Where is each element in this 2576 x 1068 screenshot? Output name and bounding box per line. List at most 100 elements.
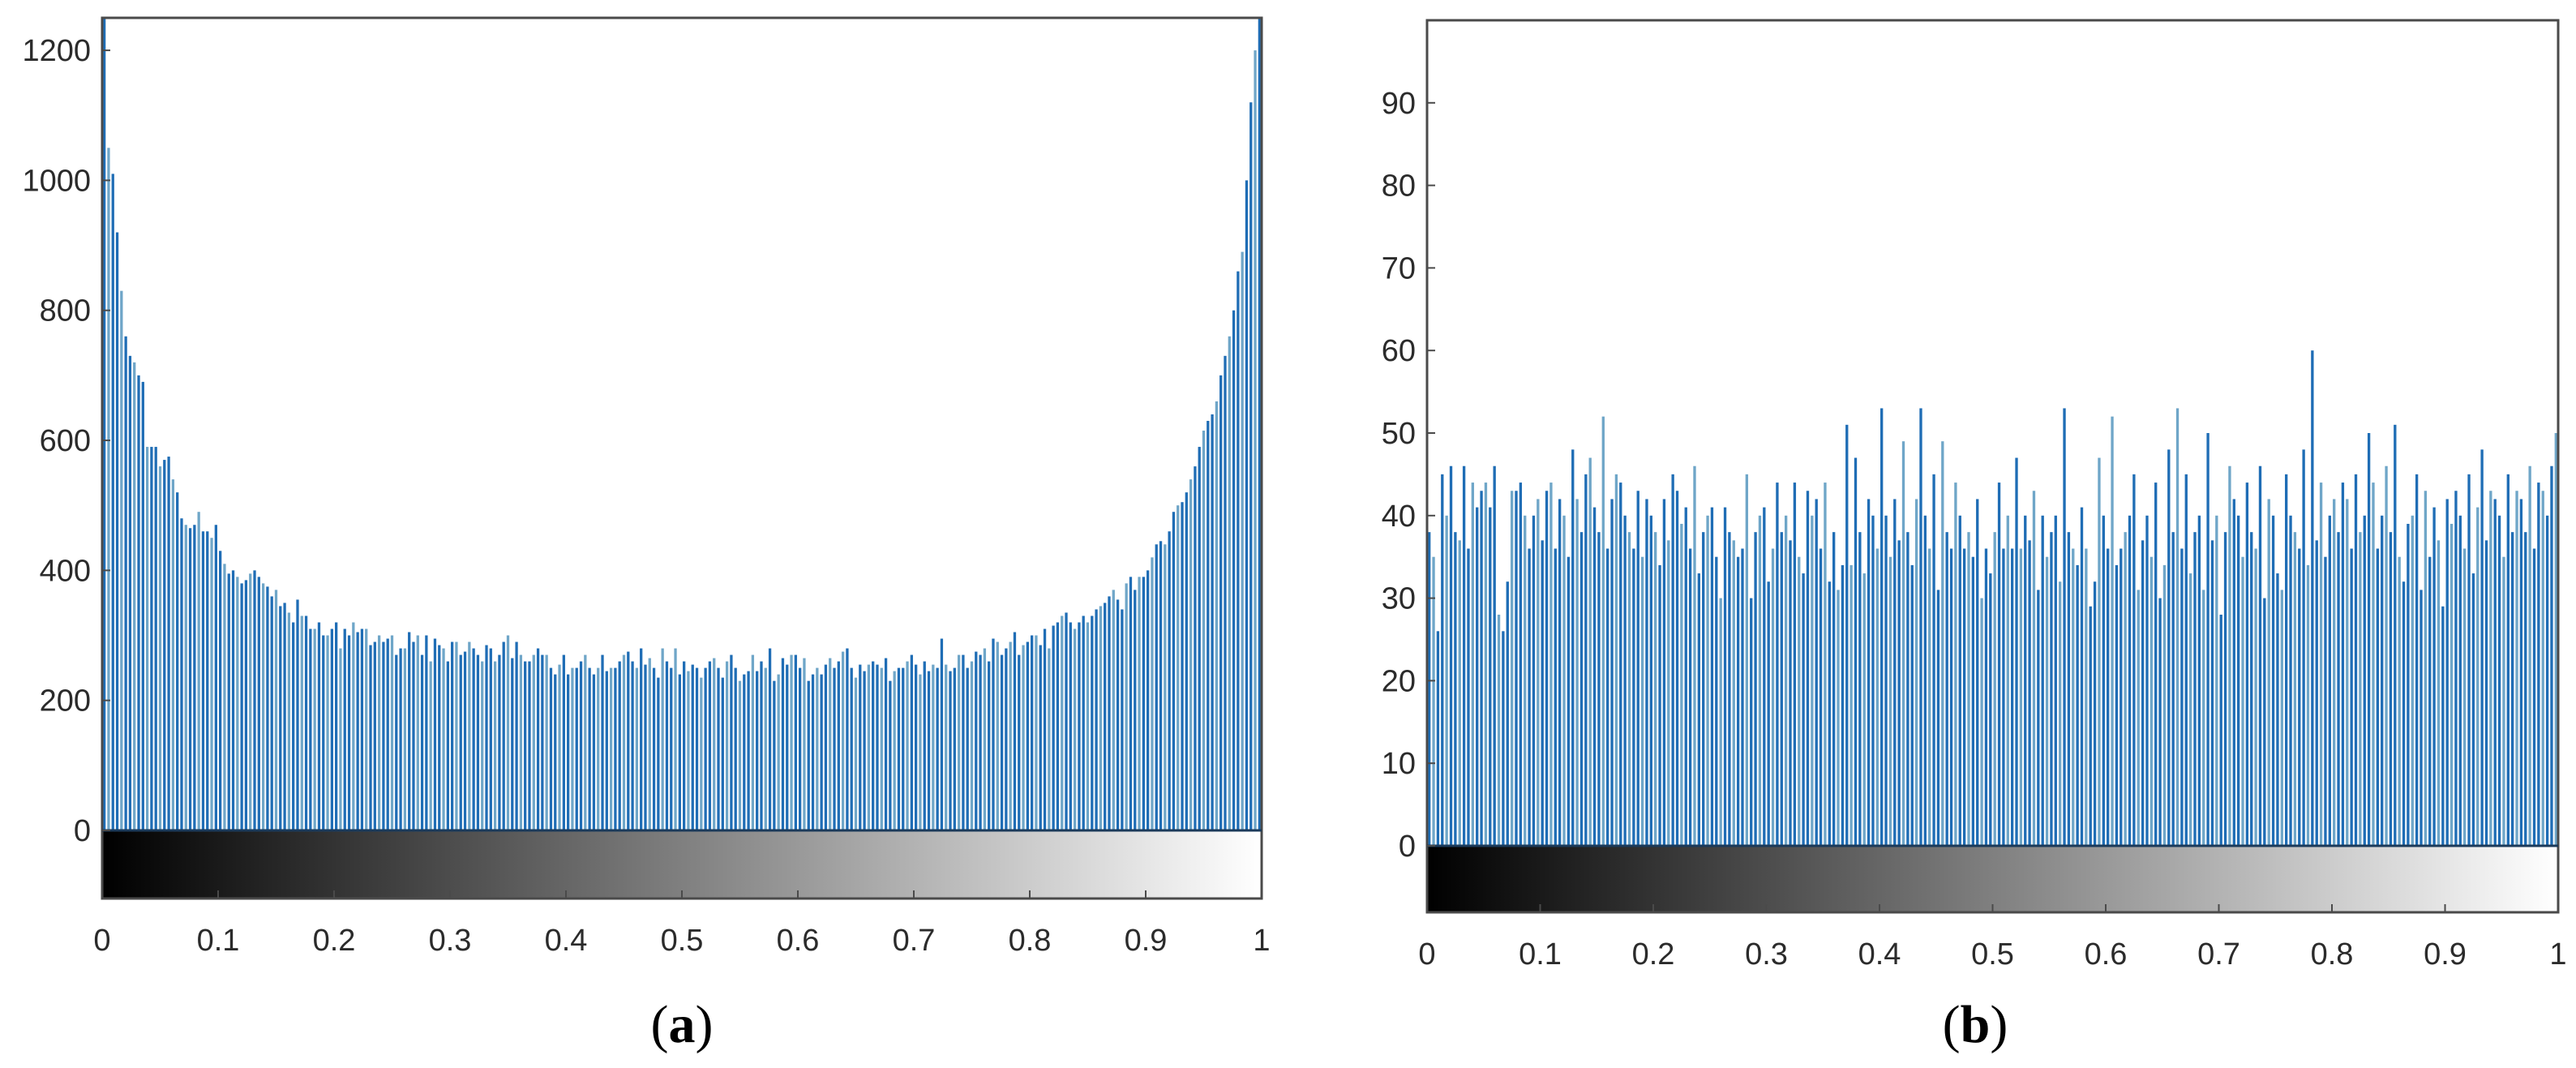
bar <box>1945 532 1948 846</box>
bar <box>691 664 694 830</box>
bar <box>1910 564 1914 846</box>
bar <box>906 661 909 830</box>
bar <box>571 667 574 830</box>
bar <box>923 661 926 830</box>
bar <box>2037 590 2040 846</box>
bar <box>1562 515 1566 846</box>
bar <box>2476 507 2480 846</box>
bar <box>1013 632 1017 830</box>
bar <box>2241 556 2244 846</box>
bar <box>833 667 836 830</box>
bar <box>2376 548 2379 846</box>
x-tick-label: 0.1 <box>1519 937 1562 971</box>
bar <box>2428 556 2432 846</box>
bar <box>867 664 871 830</box>
bar <box>416 635 419 830</box>
bar <box>511 658 514 830</box>
bar <box>1524 515 1527 846</box>
bar <box>1662 499 1666 846</box>
bar <box>743 674 746 830</box>
bar <box>1449 465 1453 846</box>
bar <box>120 290 123 830</box>
bar <box>1654 532 1657 846</box>
bar <box>592 674 596 830</box>
bar <box>992 638 995 830</box>
bar <box>2193 532 2197 846</box>
bar <box>2489 491 2492 846</box>
bar <box>1867 499 1871 846</box>
bar <box>1745 474 1749 846</box>
bar <box>1108 596 1111 830</box>
bar <box>1776 483 1779 846</box>
x-tick-label: 0.2 <box>1632 937 1675 971</box>
bar <box>1207 420 1210 830</box>
bar <box>1537 499 1540 846</box>
bar <box>2054 515 2057 846</box>
bar <box>253 570 256 830</box>
bar <box>1592 507 1597 846</box>
bar <box>1614 474 1618 846</box>
bar <box>2424 491 2428 846</box>
bar <box>2137 590 2140 846</box>
colorbar-b <box>1425 844 2560 914</box>
bar <box>184 525 187 830</box>
y-tick-label: 400 <box>40 554 91 588</box>
bar <box>957 654 961 830</box>
bar <box>1649 515 1652 846</box>
bar <box>1099 606 1103 830</box>
bar <box>356 632 359 830</box>
bar <box>1901 441 1905 846</box>
bar <box>163 460 166 830</box>
x-tick-label: 1 <box>1253 924 1270 958</box>
bar <box>103 18 106 830</box>
bar <box>472 648 475 830</box>
bar <box>730 654 733 830</box>
bar <box>176 492 179 830</box>
bar <box>382 641 385 830</box>
bar <box>1906 532 1909 846</box>
bar <box>717 667 720 830</box>
bar <box>223 564 226 830</box>
bar <box>249 573 252 830</box>
bar <box>2467 474 2471 846</box>
bar <box>481 661 484 830</box>
bar <box>2402 581 2406 846</box>
bar <box>1009 641 1012 830</box>
bar <box>975 651 978 830</box>
bar <box>979 654 982 830</box>
bar <box>1497 614 1501 846</box>
y-tick-label: 600 <box>40 424 91 458</box>
bar <box>2497 515 2501 846</box>
bar <box>1502 631 1505 846</box>
caption-letter-a: a <box>669 995 696 1054</box>
bar <box>279 606 282 830</box>
bar <box>2085 548 2088 846</box>
bar <box>648 658 651 830</box>
bar <box>1888 556 1892 846</box>
bar <box>579 661 583 830</box>
bar <box>296 599 299 830</box>
bar <box>1532 515 1536 846</box>
bar <box>2407 523 2410 846</box>
bar <box>751 654 755 830</box>
x-tick-label: 1 <box>2549 937 2566 971</box>
bar <box>884 658 888 830</box>
bar <box>2511 532 2514 846</box>
bar <box>128 355 132 831</box>
bar <box>545 654 548 830</box>
bar <box>2175 408 2180 847</box>
bar <box>2441 606 2445 846</box>
y-tick-label: 80 <box>1382 169 1416 204</box>
bar <box>2337 532 2340 846</box>
bar <box>1884 515 1888 846</box>
bar <box>2537 483 2540 846</box>
bar <box>644 664 647 830</box>
bar <box>1949 548 1953 846</box>
bar <box>1177 505 1180 830</box>
y-tick-label: 800 <box>40 294 91 328</box>
bar <box>811 674 815 830</box>
bar <box>352 622 355 830</box>
x-tick-label: 0.5 <box>1971 937 2014 971</box>
bar <box>493 661 497 830</box>
bar <box>2484 540 2488 846</box>
